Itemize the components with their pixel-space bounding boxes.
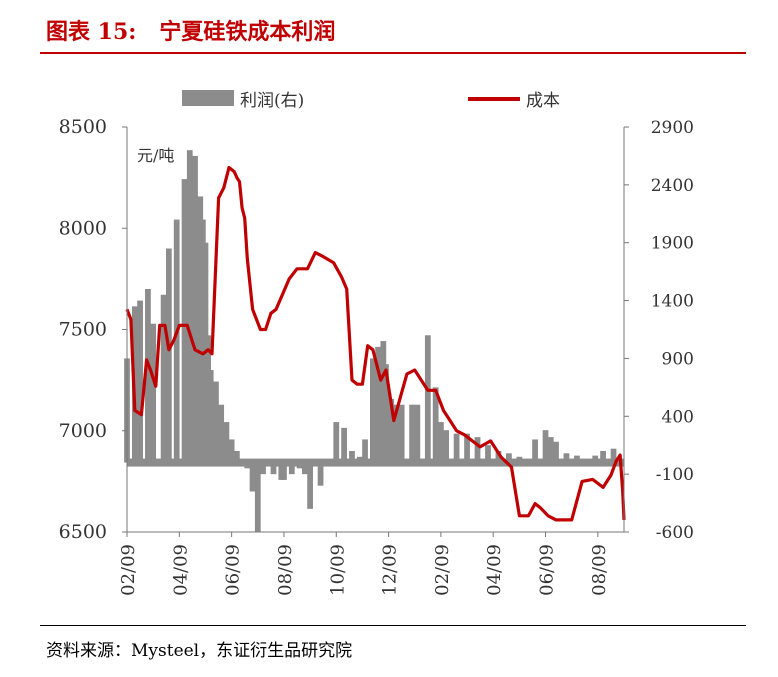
profit-bar	[249, 462, 256, 492]
profit-bars	[124, 150, 625, 532]
x-tick-label: 02/09	[118, 544, 139, 596]
profit-bar	[207, 370, 214, 463]
right-tick-label: 400	[662, 407, 694, 427]
profit-bar	[370, 358, 376, 463]
cost-series-line	[125, 165, 626, 522]
profit-bar	[506, 453, 512, 463]
source-rule	[40, 625, 746, 626]
profit-bar	[547, 437, 554, 463]
profit-bar	[270, 462, 277, 475]
profit-bar	[288, 462, 295, 475]
right-tick-label: 900	[662, 349, 694, 369]
profit-bar	[432, 387, 439, 463]
profit-bar	[301, 462, 308, 475]
left-tick-label: 8500	[59, 116, 107, 138]
profit-bar	[150, 323, 157, 463]
x-tick-label: 04/09	[170, 544, 191, 596]
profit-bar	[333, 422, 340, 463]
profit-bar	[186, 150, 193, 463]
profit-bar	[218, 404, 225, 463]
profit-bar	[160, 294, 167, 463]
profit-bar	[349, 451, 355, 463]
profit-bar	[409, 404, 415, 463]
left-tick-label: 8000	[59, 217, 107, 239]
profit-bar	[388, 398, 395, 463]
left-tick-label: 6500	[59, 521, 107, 543]
profit-bar	[165, 248, 172, 463]
profit-bar	[228, 439, 235, 463]
profit-bar	[474, 437, 481, 463]
right-tick-label: 1900	[651, 234, 694, 254]
legend-cost-label: 成本	[526, 91, 560, 111]
x-tick-label: 08/09	[589, 544, 610, 596]
legend-profit-swatch	[182, 90, 234, 106]
cost-line	[125, 165, 626, 522]
x-tick-label: 02/09	[432, 544, 453, 596]
profit-bar	[213, 381, 219, 463]
x-tick-label: 12/09	[380, 544, 401, 596]
profit-bar	[610, 448, 617, 463]
profit-bar	[192, 155, 198, 463]
profit-bar	[173, 219, 180, 463]
legend-profit-label: 利润(右)	[240, 91, 304, 111]
right-tick-label: 2900	[651, 118, 694, 138]
x-tick-label: 04/09	[484, 544, 505, 596]
profit-bar	[145, 289, 151, 463]
profit-bar	[393, 404, 400, 463]
profit-bar	[495, 451, 502, 463]
profit-bar	[233, 451, 240, 463]
profit-bar	[443, 430, 450, 463]
profit-bar	[553, 441, 559, 463]
right-tick-label: -600	[656, 523, 694, 543]
profit-bar	[563, 453, 570, 463]
profit-bar	[137, 300, 143, 463]
profit-bar	[341, 427, 347, 463]
profit-bar	[281, 462, 287, 480]
unit-label: 元/吨	[137, 146, 174, 165]
axes: 6500 7000 7500 8000 8500 -600 -100 400 900 1400 19…	[59, 116, 694, 596]
title-rule	[40, 52, 746, 54]
profit-bar	[307, 462, 313, 509]
profit-bar	[438, 422, 444, 463]
profit-bar	[424, 335, 431, 463]
profit-bar	[485, 445, 491, 463]
profit-bar	[532, 439, 538, 463]
profit-bar	[464, 433, 470, 463]
profit-bar	[542, 430, 549, 463]
profit-bar	[223, 422, 230, 463]
x-tick-label: 06/09	[223, 544, 244, 596]
x-tick-label: 06/09	[537, 544, 558, 596]
profit-bar	[317, 462, 324, 486]
legend: 利润(右) 成本	[182, 90, 560, 111]
x-tick-label: 10/09	[327, 544, 348, 596]
right-tick-label: 2400	[651, 176, 694, 196]
x-tick-label: 08/09	[275, 544, 296, 596]
right-tick-label: -100	[656, 465, 694, 485]
profit-bar	[453, 433, 460, 463]
profit-bar	[600, 451, 606, 463]
right-tick-label: 1400	[651, 292, 694, 312]
profit-bar	[414, 404, 421, 463]
profit-bar	[254, 462, 261, 532]
profit-bar	[375, 346, 381, 463]
source-note: 资料来源：Mysteel，东证衍生品研究院	[46, 641, 353, 661]
left-tick-label: 7500	[59, 319, 107, 341]
left-tick-label: 7000	[59, 420, 107, 442]
profit-bar	[181, 179, 188, 463]
profit-bar	[362, 439, 368, 463]
profit-zero-band	[127, 458, 624, 467]
chart-title: 图表 15: 宁夏硅铁成本利润	[46, 19, 336, 45]
profit-bar	[260, 462, 266, 475]
profit-bar	[398, 404, 405, 463]
